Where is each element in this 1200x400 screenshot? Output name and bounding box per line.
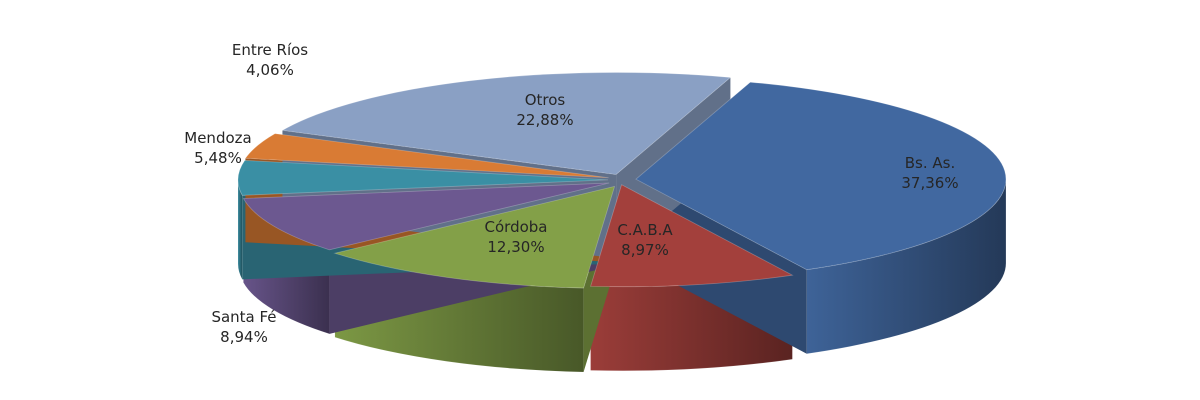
slice-label-santa-fe: Santa Fé [211, 308, 276, 326]
slice-value-bs-as: 37,36% [901, 174, 958, 192]
slice-value-santa-fe: 8,94% [220, 328, 268, 346]
slice-mendoza [237, 159, 609, 196]
slice-entre-rios [244, 133, 609, 179]
slice-otros [281, 72, 732, 175]
slice-label-mendoza: Mendoza [184, 129, 251, 147]
slice-label-cordoba: Córdoba [485, 218, 548, 236]
slice-cordoba [333, 185, 616, 289]
slice-label-bs-as: Bs. As. [905, 154, 956, 172]
slice-bs-as [635, 81, 1007, 271]
slice-santa-fe [242, 182, 610, 251]
slice-value-entre-rios: 4,06% [246, 61, 294, 79]
slice-label-c-a-b-a: C.A.B.A [617, 221, 673, 239]
slice-c-a-b-a [590, 184, 794, 288]
slice-value-c-a-b-a: 8,97% [621, 241, 669, 259]
slice-value-cordoba: 12,30% [487, 238, 544, 256]
slice-label-otros: Otros [525, 91, 566, 109]
slice-value-otros: 22,88% [516, 111, 573, 129]
slice-label-entre-rios: Entre Ríos [232, 41, 308, 59]
slice-value-mendoza: 5,48% [194, 149, 242, 167]
